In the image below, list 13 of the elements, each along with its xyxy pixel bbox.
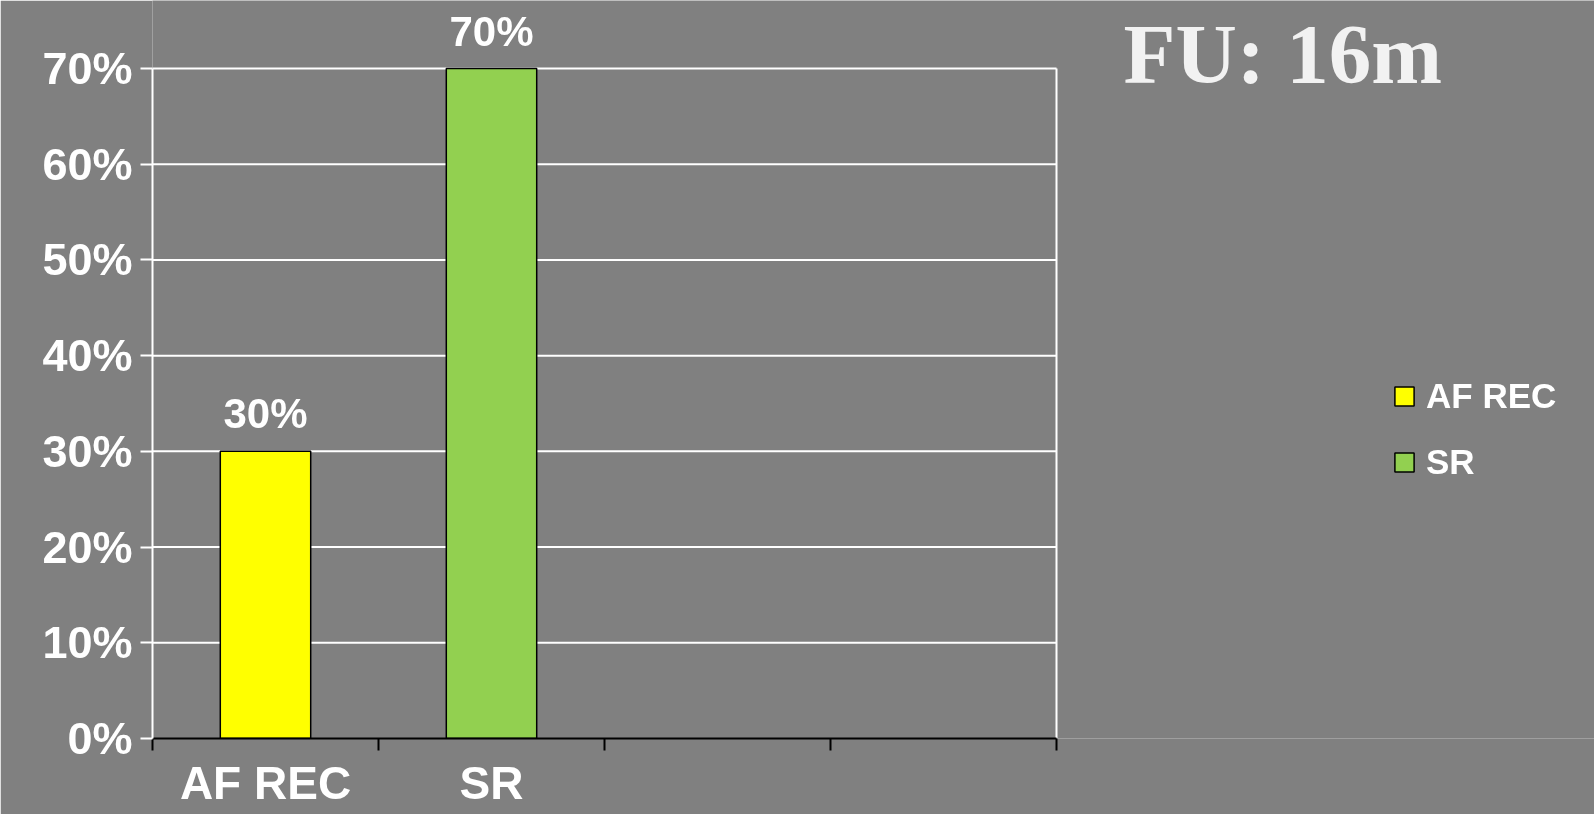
legend-label: AF REC xyxy=(1426,376,1557,416)
y-tick-label: 30% xyxy=(42,425,133,477)
data-label: 70% xyxy=(449,7,534,55)
y-tick-label: 10% xyxy=(42,617,133,669)
y-tick-label: 40% xyxy=(42,330,133,382)
y-tick-label: 60% xyxy=(42,138,133,190)
y-tick-label: 70% xyxy=(42,43,133,94)
y-tick-label: 0% xyxy=(67,713,133,764)
legend-label: SR xyxy=(1426,442,1475,482)
y-tick-label: 20% xyxy=(42,521,133,573)
y-tick-label: 50% xyxy=(42,234,133,286)
data-label: 30% xyxy=(223,390,308,438)
text: FU: 16m xyxy=(1123,6,1443,101)
